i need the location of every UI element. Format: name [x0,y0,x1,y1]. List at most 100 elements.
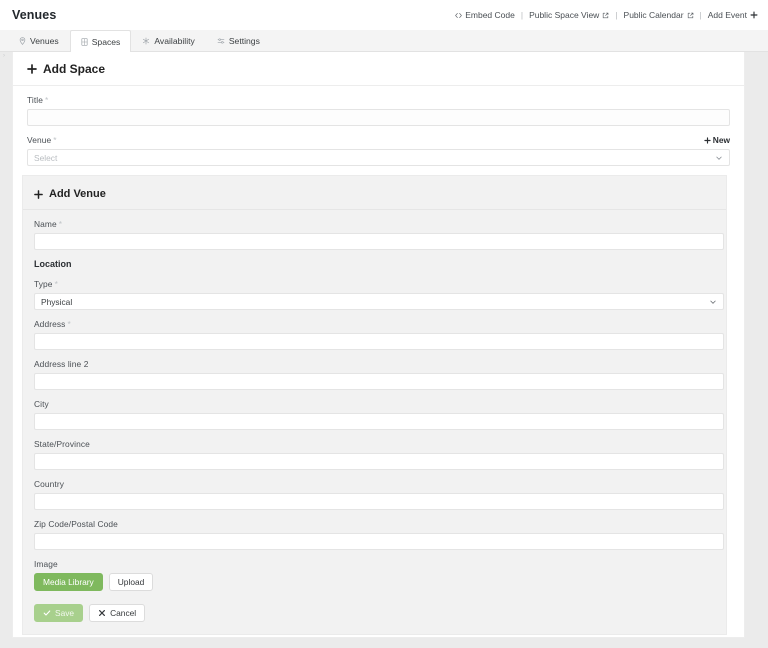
state-input[interactable] [34,453,724,470]
field-type: Type * Physical [34,279,724,310]
address-input[interactable] [34,333,724,350]
address2-input[interactable] [34,373,724,390]
header-link-public-calendar[interactable]: Public Calendar [624,10,694,20]
field-address2-label-row: Address line 2 [34,359,715,369]
cancel-button-label: Cancel [110,607,137,618]
chevron-down-icon [709,298,717,306]
panel-divider [13,85,744,86]
code-icon [455,12,462,19]
name-input[interactable] [34,233,724,250]
type-select[interactable]: Physical [34,293,724,310]
page-canvas: › Add Space Title * Venue * [0,52,768,648]
tab-availability[interactable]: Availability [131,30,205,51]
save-button[interactable]: Save [34,604,84,622]
tab-label: Spaces [91,36,121,47]
required-marker: * [54,279,58,289]
venue-select-value: Select [34,152,58,163]
field-state-label-row: State/Province [34,439,715,449]
field-country-label-row: Country [34,479,715,489]
plus-icon [704,136,711,144]
media-library-button[interactable]: Media Library [34,573,103,591]
tab-label: Settings [228,36,260,46]
field-name-label-row: Name * [34,219,715,229]
required-marker: * [67,319,71,329]
field-state-label: State/Province [34,439,90,449]
field-city: City [34,399,724,430]
add-space-panel: Add Space Title * Venue * [12,52,745,638]
tab-label: Availability [154,36,195,46]
field-city-label: City [34,399,49,409]
add-venue-panel: Add Venue Name * Location Type [22,175,727,635]
field-state: State/Province [34,439,724,470]
map-pin-icon [19,37,26,45]
title-input[interactable] [27,109,730,126]
inner-panel-divider [23,209,726,210]
venue-select[interactable]: Select [27,149,730,166]
header-link-label: Embed Code [465,10,515,20]
plus-icon [27,64,37,74]
field-zip-label-row: Zip Code/Postal Code [34,519,715,529]
field-address: Address * [34,319,724,350]
add-venue-heading: Add Venue [23,176,726,200]
tab-spaces[interactable]: Spaces [69,30,132,52]
image-buttons: Media Library Upload [34,573,715,591]
page-title: Venues [12,8,57,22]
required-marker: * [58,219,63,229]
tab-settings[interactable]: Settings [206,30,271,51]
required-marker: * [53,135,57,145]
location-section-title: Location [34,259,72,269]
type-select-value: Physical [41,296,73,307]
header-link-public-space-view[interactable]: Public Space View [529,10,609,20]
header-link-label: Public Calendar [623,10,684,20]
header-link-embed-code[interactable]: Embed Code [455,10,515,20]
header-separator: | [520,10,524,20]
field-zip: Zip Code/Postal Code [34,519,724,550]
new-venue-link[interactable]: New [704,135,730,145]
header-link-label: Public Space View [529,10,600,20]
plus-icon [750,11,758,19]
clock-icon [142,37,150,45]
grid-icon [81,37,88,46]
add-space-heading-label: Add Space [43,62,106,76]
field-name: Name * [34,219,724,250]
upload-button[interactable]: Upload [108,573,154,591]
app-header: Venues Embed Code | Public Space View | … [0,0,768,30]
field-venue: Venue * New Select [27,135,730,166]
external-link-icon [602,12,609,19]
zip-input[interactable] [34,533,724,550]
x-icon [98,609,106,617]
check-icon [43,609,51,617]
field-title-label: Title [27,95,44,105]
header-link-label: Add Event [707,10,747,20]
external-link-icon [687,12,694,19]
city-input[interactable] [34,413,724,430]
cancel-button[interactable]: Cancel [89,604,146,622]
sliders-icon [217,37,225,45]
panel-collapse-handle[interactable]: › [3,53,5,59]
form-actions: Save Cancel [34,604,715,622]
field-country: Country [34,479,724,510]
add-venue-heading-label: Add Venue [49,188,106,200]
required-marker: * [45,95,49,105]
field-address2: Address line 2 [34,359,724,390]
chevron-down-icon [715,154,723,162]
tab-label: Venues [30,36,59,46]
add-space-form: Title * Venue * New [13,86,744,166]
field-venue-label: Venue [27,135,52,145]
tab-venues[interactable]: Venues [8,30,70,51]
country-input[interactable] [34,493,724,510]
field-image: Image Media Library Upload [34,559,715,591]
add-venue-form: Name * Location Type * Physical [23,210,726,622]
field-type-label: Type [34,279,53,289]
tab-bar: Venues Spaces Availability Settings [0,30,768,52]
plus-icon [34,189,43,199]
header-actions: Embed Code | Public Space View | Public … [455,10,758,20]
field-image-label-row: Image [34,559,715,569]
field-address-label-row: Address * [34,319,715,329]
field-type-label-row: Type * [34,279,715,289]
field-image-label: Image [34,559,58,569]
field-zip-label: Zip Code/Postal Code [34,519,118,529]
field-title: Title * [27,95,730,126]
field-name-label: Name [34,219,57,229]
header-link-add-event[interactable]: Add Event [708,10,758,20]
